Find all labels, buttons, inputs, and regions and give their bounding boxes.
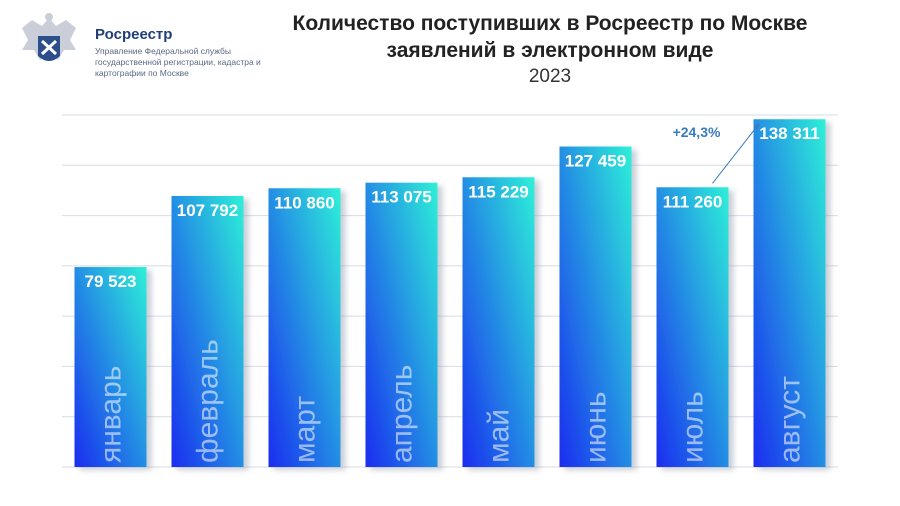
chart-subtitle: 2023 [528, 66, 572, 87]
bar-6 [559, 146, 632, 467]
rosreestr-logo-icon [22, 13, 76, 61]
category-label: январь [95, 366, 128, 463]
value-label: 115 229 [468, 182, 529, 201]
category-label: август [774, 376, 807, 463]
growth-arrow [712, 122, 760, 184]
bar-5 [462, 177, 535, 467]
org-name: Росреестр [95, 26, 173, 43]
value-label: 79 523 [85, 272, 137, 291]
category-label: февраль [192, 339, 225, 463]
category-label: май [483, 409, 516, 463]
category-label: июнь [580, 392, 613, 463]
value-label: 107 792 [177, 201, 238, 220]
bar-1 [74, 267, 147, 467]
category-label: июль [677, 391, 710, 463]
value-label: 110 860 [274, 193, 335, 212]
value-label: 138 311 [759, 124, 820, 143]
category-label: март [289, 396, 322, 463]
bar-4 [365, 182, 438, 467]
bar-7 [656, 187, 729, 468]
bar-8 [753, 119, 826, 467]
bar-2 [171, 195, 244, 468]
chart-title: Количество поступивших в Росреестр по Мо… [292, 12, 808, 62]
category-label: апрель [386, 365, 419, 463]
growth-annotation: +24,3% [673, 124, 721, 140]
value-label: 111 260 [663, 192, 723, 211]
value-label: 127 459 [565, 152, 626, 171]
arrow-head [753, 123, 760, 131]
value-label: 113 075 [371, 188, 432, 207]
org-description: Управление Федеральной службы государств… [95, 46, 261, 78]
bar-3 [268, 188, 341, 467]
